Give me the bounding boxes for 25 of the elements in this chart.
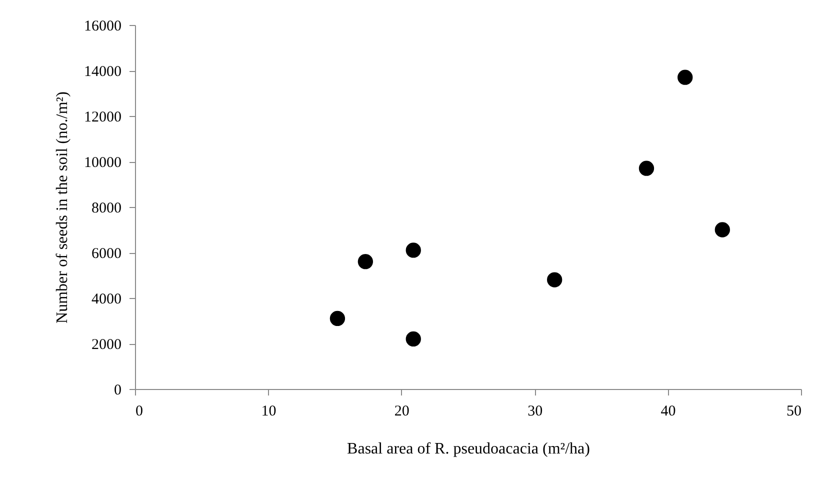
point bbox=[406, 242, 421, 258]
y-tick-label: 14000 bbox=[84, 64, 122, 80]
y-tick-label: 10000 bbox=[84, 155, 122, 171]
point bbox=[714, 222, 730, 238]
y-tick-label: 2000 bbox=[92, 337, 122, 353]
x-tick-label: 0 bbox=[136, 404, 143, 420]
x-tick-label: 40 bbox=[660, 404, 676, 420]
point bbox=[330, 310, 346, 326]
x-axis-title: Basal area of R. pseudoacacia (m²/ha) bbox=[347, 440, 590, 458]
point bbox=[546, 272, 562, 288]
y-tick-label: 8000 bbox=[92, 200, 122, 216]
y-tick-label: 12000 bbox=[84, 110, 122, 126]
point bbox=[678, 70, 693, 85]
point bbox=[358, 254, 374, 270]
y-tick-label: 4000 bbox=[92, 292, 122, 308]
y-tick-label: 16000 bbox=[84, 18, 122, 34]
x-tick-label: 30 bbox=[528, 404, 543, 420]
x-tick-label: 20 bbox=[394, 404, 410, 420]
point bbox=[638, 160, 654, 176]
x-tick-label: 10 bbox=[261, 404, 276, 420]
point bbox=[406, 331, 421, 347]
y-tick-label: 6000 bbox=[92, 246, 122, 262]
x-tick-label: 50 bbox=[786, 404, 802, 420]
y-axis-title: Number of seeds in the soil (no./m²) bbox=[54, 92, 71, 324]
y-tick-label: 0 bbox=[114, 382, 122, 398]
